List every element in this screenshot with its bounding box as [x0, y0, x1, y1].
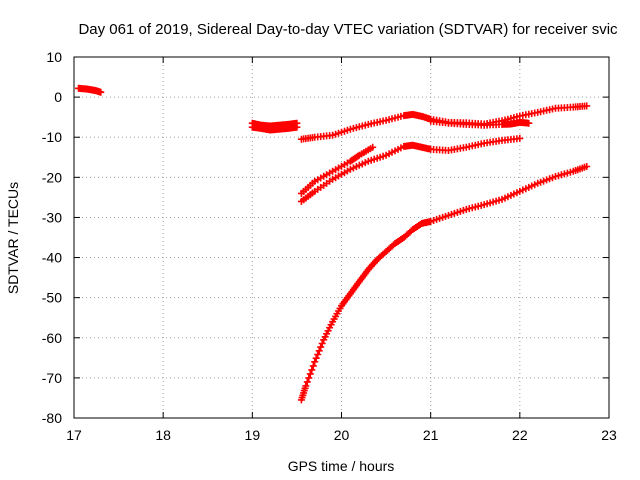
x-tick-label: 19	[245, 427, 261, 443]
data-point-markers	[297, 163, 591, 404]
x-tick-label: 21	[423, 427, 439, 443]
x-axis-label: GPS time / hours	[288, 458, 395, 474]
series-arc-2b	[248, 123, 301, 134]
y-tick-label: -50	[42, 290, 62, 306]
y-axis-label: SDTVAR / TECUs	[5, 182, 21, 294]
tick-labels: 17 18 19 20 21 22 23 10 0 -10 -20 -30 -40 -50 -60 -70 -8…	[42, 49, 617, 443]
y-tick-label: 10	[46, 49, 62, 65]
chart-title: Day 061 of 2019, Sidereal Day-to-day VTE…	[78, 21, 618, 38]
series-arc-5	[297, 143, 377, 197]
series-arc-1	[75, 84, 105, 96]
y-tick-label: -60	[42, 330, 62, 346]
x-tick-label: 22	[512, 427, 528, 443]
data-point-markers	[297, 134, 524, 205]
y-tick-label: -30	[42, 209, 62, 225]
x-tick-label: 17	[66, 427, 82, 443]
x-tick-label: 18	[155, 427, 171, 443]
y-tick-label: -70	[42, 370, 62, 386]
x-tick-label: 23	[601, 427, 617, 443]
y-tick-label: -40	[42, 250, 62, 266]
y-tick-label: -80	[42, 410, 62, 426]
y-tick-label: -20	[42, 169, 62, 185]
x-tick-label: 20	[334, 427, 350, 443]
data-point-markers	[75, 84, 105, 96]
series-arc-6	[297, 134, 524, 205]
series-arc-4	[427, 117, 533, 129]
y-tick-label: 0	[54, 89, 62, 105]
data-point-markers	[248, 123, 301, 134]
axis-ticks	[73, 56, 610, 419]
data-points	[75, 84, 591, 404]
y-tick-label: -10	[42, 129, 62, 145]
data-point-markers	[427, 117, 533, 129]
data-point-markers	[297, 143, 377, 197]
series-arc-7	[297, 163, 591, 404]
